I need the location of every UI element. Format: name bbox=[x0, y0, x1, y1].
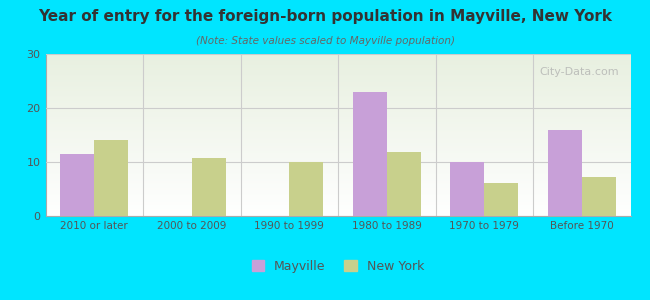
Legend: Mayville, New York: Mayville, New York bbox=[247, 255, 429, 278]
Text: Year of entry for the foreign-born population in Mayville, New York: Year of entry for the foreign-born popul… bbox=[38, 9, 612, 24]
Bar bbox=[484, 182, 519, 216]
Bar bbox=[192, 158, 226, 216]
Bar bbox=[60, 154, 94, 216]
Text: (Note: State values scaled to Mayville population): (Note: State values scaled to Mayville p… bbox=[196, 36, 454, 46]
Bar bbox=[547, 130, 582, 216]
Bar bbox=[450, 162, 484, 216]
Bar bbox=[289, 162, 324, 216]
Bar bbox=[94, 140, 129, 216]
Bar bbox=[353, 92, 387, 216]
Text: City-Data.com: City-Data.com bbox=[539, 67, 619, 77]
Bar bbox=[387, 152, 421, 216]
Bar bbox=[582, 177, 616, 216]
